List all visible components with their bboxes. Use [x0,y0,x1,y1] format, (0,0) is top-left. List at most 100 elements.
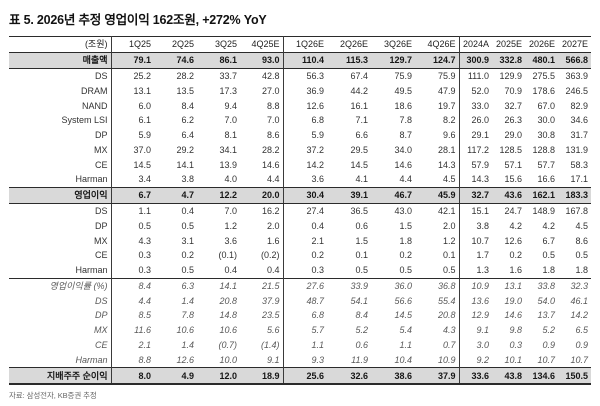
cell: 8.8 [240,98,284,113]
table-row: 매출액 79.1 74.6 86.1 93.0 110.4 115.3 129.7 124.7 3… [9,51,591,69]
cell: 4.3 [415,322,460,338]
cell: 20.8 [219,295,237,306]
cell: 14.2 [570,310,588,321]
table-row: DS 1.1 0.4 7.0 16.2 27.4 36.5 43.0 42.1 15.1 24.7 1… [9,203,591,219]
cell: 14.6 [394,159,412,170]
cell: 300.9 [459,51,492,69]
row-label: Harman [9,352,112,368]
cell: 7.0 [224,115,237,126]
cell: 32.6 [327,367,371,385]
table-header: (조원) 1Q25 2Q25 3Q25 4Q25E 1Q26E 2Q26E 3Q26E 4Q26… [9,36,591,53]
cell: 10.6 [176,325,194,336]
cell: 44.2 [350,85,368,96]
cell: 0.7 [415,337,460,353]
cell: 23.5 [240,308,284,323]
cell: 7.0 [224,205,237,216]
cell: 0.3 [138,250,151,261]
cell: 4.2 [542,220,555,231]
cell: 14.1 [176,159,194,170]
cell: 33.0 [471,100,489,111]
cell: 33.9 [327,277,371,294]
cell: 6.1 [138,115,151,126]
cell: 5.9 [138,130,151,141]
cell: 1.4 [181,295,194,306]
cell: 21.5 [240,277,284,294]
cell: 4.4 [138,295,151,306]
cell: 43.8 [492,367,525,385]
column-header: 2027E [561,39,588,50]
cell: 115.3 [327,51,371,69]
cell: 39.1 [327,186,371,204]
cell: 0.6 [355,340,368,351]
cell: 183.3 [558,186,591,204]
cell: 47.9 [415,83,460,99]
cell: 32.7 [459,186,492,204]
cell: 148.9 [532,205,555,216]
cell: 0.2 [509,250,522,261]
cell: 1.8 [399,235,412,246]
cell: 0.2 [399,250,412,261]
cell: 5.9 [311,130,324,141]
cell: 10.4 [394,354,412,365]
table-row: DS 25.2 28.2 33.7 42.8 56.3 67.4 75.9 75.9 111.0 1… [9,68,591,84]
cell: 31.7 [570,130,588,141]
cell: 3.1 [181,235,194,246]
cell: 4.5 [415,172,460,188]
cell: 1.1 [311,340,324,351]
cell: 33.6 [459,367,492,385]
cell: 6.3 [154,277,197,294]
table-row: 지배주주 순이익 8.0 4.9 12.0 18.9 25.6 32.6 38.6 37.9 33… [9,367,591,385]
cell: 13.5 [176,85,194,96]
cell: 4.3 [138,235,151,246]
cell: 11.6 [134,325,151,336]
cell: 14.3 [471,174,489,185]
cell: 0.5 [542,250,555,261]
cell: 9.6 [415,127,460,143]
cell: 79.1 [111,51,154,69]
cell: 128.5 [499,144,522,155]
cell: 480.1 [525,51,558,69]
cell: 8.0 [111,367,154,385]
cell: 43.6 [492,186,525,204]
cell: 54.1 [350,295,368,306]
cell: 0.5 [575,250,588,261]
cell: 10.9 [415,352,460,368]
row-label: CE [9,337,112,353]
cell: 14.5 [394,310,412,321]
row-label: Harman [9,262,112,278]
cell: 13.1 [133,85,151,96]
cell: 28.2 [176,70,194,81]
cell: 10.1 [504,354,522,365]
cell: 2.1 [138,340,151,351]
column-header: 2026E [528,39,555,50]
cell: 36.8 [415,277,460,294]
row-label: 영업이익률 (%) [9,277,112,294]
column-header: 3Q26E [383,39,412,50]
cell: 0.4 [240,262,284,278]
cell: 363.9 [565,70,588,81]
cell: 1.8 [542,265,555,276]
cell: 14.6 [240,157,284,173]
cell: 36.0 [371,277,415,294]
row-label: 매출액 [9,51,112,69]
cell: 36.5 [350,205,368,216]
cell: 0.3 [509,340,522,351]
cell: 6.5 [575,325,588,336]
row-label: DP [9,218,112,234]
cell: 246.5 [565,85,588,96]
cell: 27.4 [306,205,324,216]
cell: 9.3 [311,354,324,365]
cell: 56.6 [394,295,412,306]
cell: 30.0 [537,115,555,126]
cell: 8.4 [181,100,194,111]
cell: 3.8 [181,174,194,185]
cell: 75.9 [415,68,460,84]
cell: 32.7 [504,100,522,111]
cell: 86.1 [197,51,240,69]
cell: 8.1 [224,130,237,141]
cell: 56.3 [306,70,324,81]
cell: 8.4 [355,310,368,321]
cell: 6.4 [181,130,194,141]
cell: 134.6 [525,367,558,385]
